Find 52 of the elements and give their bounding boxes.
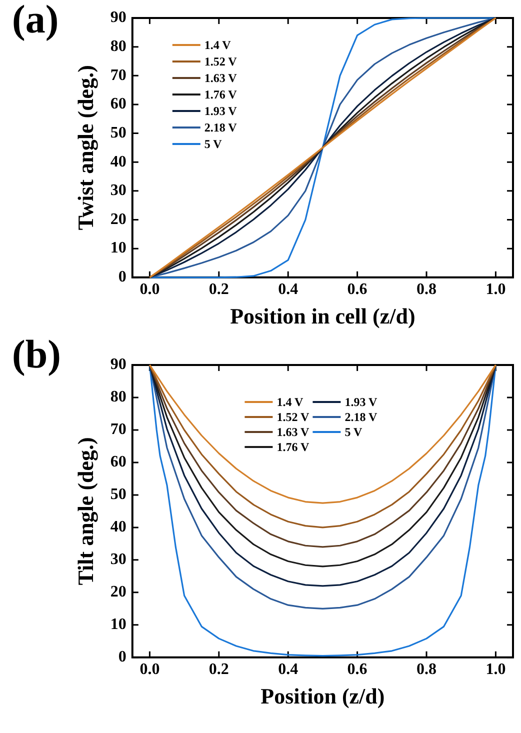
x-tick-label: 0.4 [278,661,298,678]
legend-label: 1.4 V [204,38,232,52]
legend-label: 2.18 V [344,410,378,424]
y-tick-label: 80 [110,388,126,406]
y-tick-label: 70 [110,421,126,438]
legend-label: 1.93 V [344,395,378,410]
x-tick-label: 0.8 [416,661,436,678]
legend-label: 5 V [344,425,362,440]
legend-label: 5 V [204,137,222,152]
x-axis-title: Position (z/d) [260,683,385,708]
x-tick-label: 0.2 [208,281,229,298]
x-axis-title: Position in cell (z/d) [230,303,416,328]
y-tick-label: 50 [110,124,126,142]
legend-label: 1.52 V [276,410,310,424]
y-tick-label: 30 [110,551,126,568]
y-axis-title: Tilt angle (deg.) [72,437,98,586]
x-tick-label: 0.2 [208,661,229,678]
x-tick-label: 0.0 [140,661,160,678]
y-tick-label: 60 [110,96,126,113]
y-tick-label: 10 [110,616,126,634]
x-tick-label: 0.0 [140,281,160,298]
x-tick-label: 0.6 [347,281,368,298]
y-tick-label: 60 [110,454,126,471]
text: (b) [12,331,61,376]
y-tick-label: 0 [118,648,126,666]
y-tick-label: 30 [110,182,126,200]
y-tick-label: 40 [110,518,126,536]
y-tick-label: 20 [110,210,126,228]
y-tick-label: 40 [110,153,126,170]
legend-label: 1.76 V [276,440,310,454]
text: (a) [12,0,59,42]
x-tick-label: 1.0 [486,661,506,678]
y-tick-label: 50 [110,486,126,504]
y-tick-label: 20 [110,584,126,601]
x-tick-label: 0.8 [416,281,436,298]
y-axis-title: Twist angle (deg.) [72,65,98,230]
y-tick-label: 10 [110,240,126,257]
legend-label: 1.76 V [204,88,238,102]
legend-label: 1.63 V [204,71,238,86]
x-tick-label: 0.6 [347,661,368,678]
legend-label: 1.52 V [204,54,238,69]
legend-label: 1.93 V [204,104,238,118]
y-tick-label: 80 [110,38,126,55]
y-tick-label: 90 [110,356,126,374]
x-tick-label: 0.4 [278,281,298,298]
y-tick-label: 0 [118,268,126,286]
legend-label: 2.18 V [204,120,238,135]
legend-label: 1.4 V [276,395,304,410]
x-tick-label: 1.0 [486,281,506,298]
y-tick-label: 90 [110,9,126,26]
legend-label: 1.63 V [276,425,310,440]
y-tick-label: 70 [110,66,126,84]
